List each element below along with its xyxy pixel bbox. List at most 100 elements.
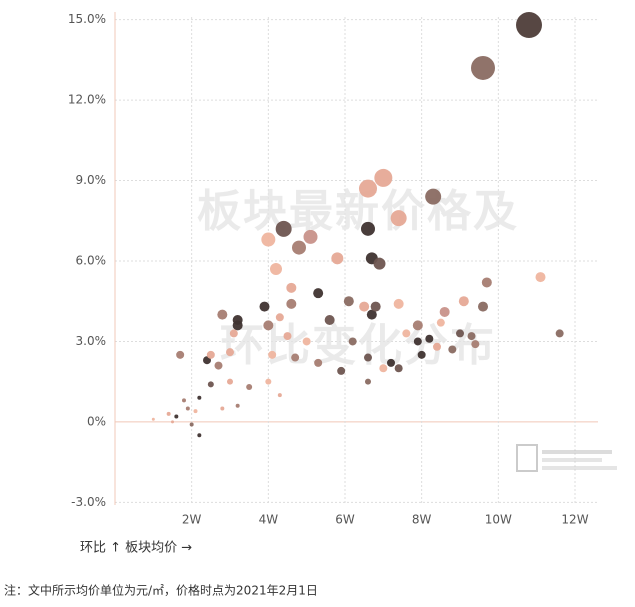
point bbox=[182, 398, 186, 403]
point bbox=[555, 329, 564, 338]
point bbox=[324, 314, 335, 325]
point bbox=[270, 263, 282, 276]
point bbox=[387, 358, 395, 367]
y-tick-label: 12.0% bbox=[68, 93, 106, 107]
point bbox=[467, 332, 476, 341]
point bbox=[478, 301, 488, 312]
point bbox=[263, 320, 274, 331]
axis-note: 环比 ↑ 板块均价 → bbox=[80, 541, 192, 556]
point bbox=[197, 395, 202, 400]
x-tick-label: 4W bbox=[259, 513, 279, 527]
x-tick-label: 8W bbox=[412, 513, 432, 527]
point bbox=[286, 298, 297, 309]
point bbox=[471, 55, 495, 80]
point bbox=[359, 179, 377, 198]
point bbox=[166, 411, 171, 416]
point bbox=[361, 221, 375, 236]
point bbox=[171, 420, 174, 424]
point bbox=[207, 381, 214, 388]
point bbox=[220, 406, 225, 411]
point bbox=[373, 257, 386, 270]
y-tick-label: 0% bbox=[87, 414, 106, 428]
point bbox=[229, 329, 238, 338]
logo-icon bbox=[516, 444, 538, 472]
point bbox=[516, 12, 542, 39]
logo bbox=[516, 444, 617, 472]
point bbox=[197, 433, 202, 438]
point bbox=[275, 313, 284, 322]
point bbox=[394, 364, 403, 373]
point bbox=[425, 188, 442, 205]
point bbox=[364, 353, 372, 362]
x-tick-label: 10W bbox=[485, 513, 512, 527]
watermark: 环比变化分布 bbox=[220, 320, 496, 371]
point bbox=[393, 298, 404, 309]
point bbox=[337, 366, 346, 375]
point bbox=[433, 342, 441, 351]
point bbox=[189, 422, 194, 427]
point bbox=[291, 353, 300, 362]
x-tick-label: 2W bbox=[182, 513, 202, 527]
point bbox=[176, 350, 185, 359]
point bbox=[292, 240, 306, 255]
point bbox=[261, 232, 276, 247]
point bbox=[439, 306, 450, 317]
x-tick-label: 12W bbox=[561, 513, 588, 527]
point bbox=[379, 364, 388, 373]
point bbox=[481, 277, 492, 288]
point bbox=[417, 350, 426, 359]
point bbox=[390, 210, 407, 227]
point bbox=[374, 168, 393, 187]
y-tick-label: 15.0% bbox=[68, 12, 106, 26]
point bbox=[174, 414, 179, 419]
point bbox=[283, 332, 292, 341]
point bbox=[535, 272, 546, 283]
point bbox=[413, 337, 422, 346]
point bbox=[235, 403, 240, 408]
point bbox=[448, 345, 457, 354]
y-tick-label: 3.0% bbox=[76, 334, 107, 348]
point bbox=[370, 301, 381, 312]
point bbox=[436, 318, 445, 327]
y-tick-label: 9.0% bbox=[76, 173, 107, 187]
y-tick-label: -3.0% bbox=[71, 495, 106, 509]
point bbox=[456, 329, 464, 338]
point bbox=[313, 288, 324, 299]
point bbox=[259, 301, 270, 312]
point bbox=[226, 348, 234, 357]
point bbox=[151, 417, 155, 421]
point bbox=[365, 378, 371, 385]
point bbox=[348, 337, 357, 346]
point bbox=[343, 296, 354, 307]
point bbox=[331, 252, 344, 265]
point bbox=[185, 406, 190, 411]
point bbox=[425, 334, 434, 343]
logo-line bbox=[542, 466, 617, 470]
point bbox=[303, 229, 318, 244]
point bbox=[265, 378, 272, 385]
point bbox=[471, 340, 480, 349]
logo-line bbox=[542, 450, 612, 454]
point bbox=[232, 320, 243, 331]
point bbox=[217, 309, 228, 320]
watermark: 板块最新价格及 bbox=[197, 186, 519, 237]
point bbox=[366, 309, 377, 320]
point bbox=[359, 301, 370, 312]
point bbox=[275, 220, 292, 237]
y-tick-label: 6.0% bbox=[76, 254, 107, 268]
point bbox=[246, 384, 253, 391]
footnote: 注：文中所示均价单位为元/㎡，价格时点为2021年2月1日 bbox=[4, 583, 318, 598]
point bbox=[302, 337, 311, 346]
point bbox=[227, 378, 233, 385]
point bbox=[458, 296, 469, 307]
point bbox=[412, 320, 423, 331]
logo-line bbox=[542, 458, 602, 462]
point bbox=[268, 350, 277, 359]
point bbox=[193, 409, 198, 414]
background-layer bbox=[114, 12, 598, 505]
point bbox=[214, 361, 223, 370]
point bbox=[314, 358, 323, 367]
x-tick-label: 6W bbox=[335, 513, 355, 527]
